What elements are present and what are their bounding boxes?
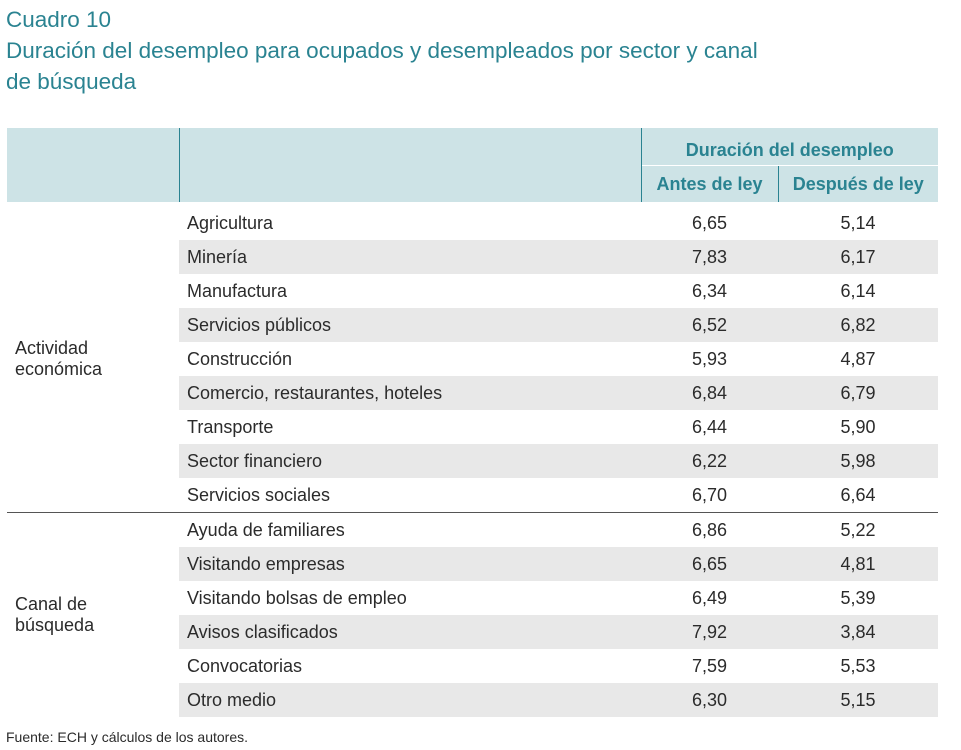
cell-after-law: 6,82 — [778, 308, 938, 342]
table-title: Cuadro 10 Duración del desempleo para oc… — [6, 4, 758, 97]
table-caption-line-2: de búsqueda — [6, 69, 137, 94]
row-label: Visitando empresas — [179, 547, 641, 581]
table-row: Transporte 6,44 5,90 — [7, 410, 938, 444]
cell-after-law: 4,81 — [778, 547, 938, 581]
cell-before-law: 6,70 — [691, 484, 728, 505]
row-label: Servicios sociales — [187, 484, 331, 505]
table-row: Otro medio 6,30 5,15 — [7, 683, 938, 717]
header-blank-item — [178, 128, 642, 166]
cell-before-law: 5,93 — [691, 348, 728, 369]
table-row: Actividad económica Agricultura 6,65 5,14 — [7, 202, 938, 380]
row-group-label-line-1: Actividad — [15, 338, 89, 358]
row-label: Transporte — [187, 416, 274, 437]
source-text: ECH y cálculos de los autores. — [57, 729, 249, 745]
row-group-label-line-2: búsqueda — [15, 615, 95, 635]
table-row: Servicios sociales 6,70 6,64 — [7, 478, 938, 513]
row-label: Visitando bolsas de empleo — [187, 587, 407, 608]
cell-before-law: 6,52 — [641, 308, 778, 342]
cell-before-law: 7,83 — [641, 240, 778, 274]
cell-before-law: 6,65 — [641, 547, 778, 581]
row-group-label-line-2: económica — [15, 359, 103, 379]
cell-after-law: 5,90 — [840, 416, 876, 437]
row-label: Ayuda de familiares — [179, 512, 641, 547]
cell-before-law: 7,59 — [691, 655, 728, 676]
cell-before-law: 6,86 — [641, 512, 778, 547]
table-row: Avisos clasificados 7,92 3,84 — [7, 615, 938, 649]
row-label: Sector financiero — [179, 444, 641, 478]
row-label: Construcción — [187, 348, 293, 369]
table-row: Comercio, restaurantes, hoteles 6,84 6,79 — [7, 376, 938, 410]
cell-after-law: 5,15 — [778, 683, 938, 717]
cell-after-law: 5,53 — [840, 655, 876, 676]
cell-after-law: 4,87 — [840, 348, 876, 369]
row-label: Servicios públicos — [179, 308, 641, 342]
header-blank-item-2 — [178, 165, 642, 202]
table-row: Canal de búsqueda Ayuda de familiares 6,86 5… — [7, 512, 938, 717]
table-row: Minería 7,83 6,17 — [7, 240, 938, 274]
row-label: Minería — [179, 240, 641, 274]
table-row: Servicios públicos 6,52 6,82 — [7, 308, 938, 342]
cell-before-law: 6,44 — [691, 416, 728, 437]
header-before-law: Antes de ley — [641, 165, 778, 202]
table-row: Sector financiero 6,22 5,98 — [7, 444, 938, 478]
cell-before-law: 6,22 — [641, 444, 778, 478]
cell-before-law: 7,92 — [641, 615, 778, 649]
cell-before-law: 6,84 — [641, 376, 778, 410]
table-header: Duración del desempleo Antes de ley Desp… — [7, 128, 938, 202]
table-row: Visitando bolsas de empleo 6,49 5,39 — [7, 581, 938, 615]
cell-after-law: 6,17 — [778, 240, 938, 274]
cell-after-law: 6,64 — [840, 484, 876, 505]
row-group-label: Canal de búsqueda — [7, 512, 179, 717]
row-label: Convocatorias — [187, 655, 303, 676]
header-duration-group: Duración del desempleo — [640, 128, 938, 166]
cell-after-law: 5,39 — [840, 587, 876, 608]
table-number: Cuadro 10 — [6, 7, 112, 32]
cell-after-law: 5,98 — [778, 444, 938, 478]
row-group-label: Actividad económica — [7, 202, 179, 513]
unemployment-duration-table: Duración del desempleo Antes de ley Desp… — [7, 128, 938, 717]
row-label: Avisos clasificados — [179, 615, 641, 649]
cell-before-law: 6,49 — [691, 587, 728, 608]
table-row: Visitando empresas 6,65 4,81 — [7, 547, 938, 581]
row-label: Agricultura — [187, 212, 274, 233]
row-label: Manufactura — [187, 280, 288, 301]
source-label: Fuente: — [6, 729, 54, 745]
cell-after-law: 6,79 — [778, 376, 938, 410]
header-blank-category-2 — [7, 165, 179, 202]
table-row: Convocatorias 7,59 5,53 — [7, 649, 938, 683]
table-row: Manufactura 6,34 6,14 — [7, 274, 938, 308]
row-label: Otro medio — [179, 683, 641, 717]
table-body: Actividad económica Agricultura 6,65 5,14 Min… — [7, 202, 938, 717]
cell-after-law: 3,84 — [778, 615, 938, 649]
row-group-label-line-1: Canal de — [15, 594, 88, 614]
row-label: Comercio, restaurantes, hoteles — [179, 376, 641, 410]
header-blank-category — [7, 128, 179, 166]
cell-after-law: 5,14 — [840, 212, 876, 233]
header-after-law: Después de ley — [777, 165, 938, 202]
table-row: Construcción 5,93 4,87 — [7, 342, 938, 376]
table-caption-line-1: Duración del desempleo para ocupados y d… — [6, 38, 758, 63]
cell-before-law: 6,65 — [691, 212, 728, 233]
cell-after-law: 6,14 — [840, 280, 876, 301]
cell-before-law: 6,34 — [691, 280, 728, 301]
source-note: Fuente: ECH y cálculos de los autores. — [6, 729, 248, 745]
cell-before-law: 6,30 — [641, 683, 778, 717]
cell-after-law: 5,22 — [778, 512, 938, 547]
